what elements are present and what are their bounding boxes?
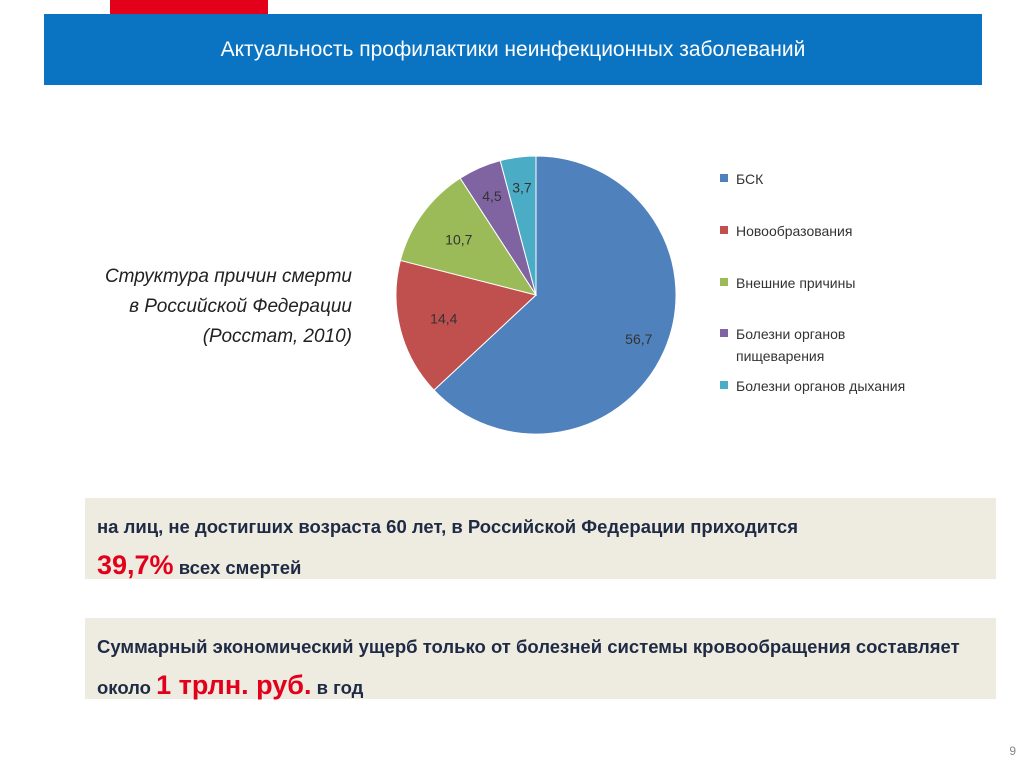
slide-title: Актуальность профилактики неинфекционных… (220, 37, 806, 61)
legend-label-0: БСК (736, 171, 764, 187)
pie-data-label-3: 4,5 (482, 188, 502, 204)
caption-line-3: (Росстат, 2010) (202, 326, 352, 347)
box1-highlight-value: 39,7% (97, 550, 174, 580)
legend-label-4: Болезни органов дыхания (736, 378, 906, 394)
box2-text-after: в год (316, 677, 364, 698)
pie-slice-4 (499, 155, 537, 296)
legend-swatch-0 (720, 174, 728, 182)
pie-data-label-2: 10,7 (445, 232, 472, 248)
legend-label-2: Внешние причины (736, 275, 856, 291)
pie-data-label-0: 56,7 (625, 331, 652, 347)
legend-label-3: Болезни органов пищеварения (736, 326, 846, 364)
box1-text-after: всех смертей (178, 557, 302, 578)
caption-line-1: Структура причин смерти (104, 266, 352, 287)
box2-highlight-value: 1 трлн. руб. (156, 670, 312, 700)
info-box-under-60: на лиц, не достигших возраста 60 лет, в … (85, 498, 996, 580)
legend-swatch-4 (720, 381, 728, 389)
pie-slice-2 (399, 177, 538, 296)
slide-header: Актуальность профилактики неинфекционных… (44, 14, 982, 85)
legend-item-4: Болезни органов дыхания (720, 375, 906, 397)
legend-swatch-1 (720, 226, 728, 234)
pie-data-label-4: 3,7 (512, 179, 532, 195)
chart-caption: Структура причин смерти в Российской Фед… (20, 262, 352, 352)
pie-slice-0 (433, 155, 677, 435)
pie-slice-1 (395, 259, 538, 391)
legend-item-3: Болезни органов пищеварения (720, 323, 906, 367)
pie-data-label-1: 14,4 (430, 311, 457, 327)
page-number: 9 (1009, 744, 1016, 758)
legend-label-1: Новообразования (736, 223, 853, 239)
legend-item-2: Внешние причины (720, 272, 906, 294)
legend-swatch-3 (720, 329, 728, 337)
legend-item-0: БСК (720, 168, 906, 190)
info-box-economic-damage: Суммарный экономический ущерб только от … (85, 618, 996, 700)
caption-line-2: в Российской Федерации (129, 296, 352, 317)
legend-item-1: Новообразования (720, 220, 906, 242)
legend-swatch-2 (720, 278, 728, 286)
box2-text-before: Суммарный экономический ущерб только от … (97, 636, 960, 698)
box1-text-before: на лиц, не достигших возраста 60 лет, в … (97, 516, 798, 537)
red-accent-tab (110, 0, 268, 14)
